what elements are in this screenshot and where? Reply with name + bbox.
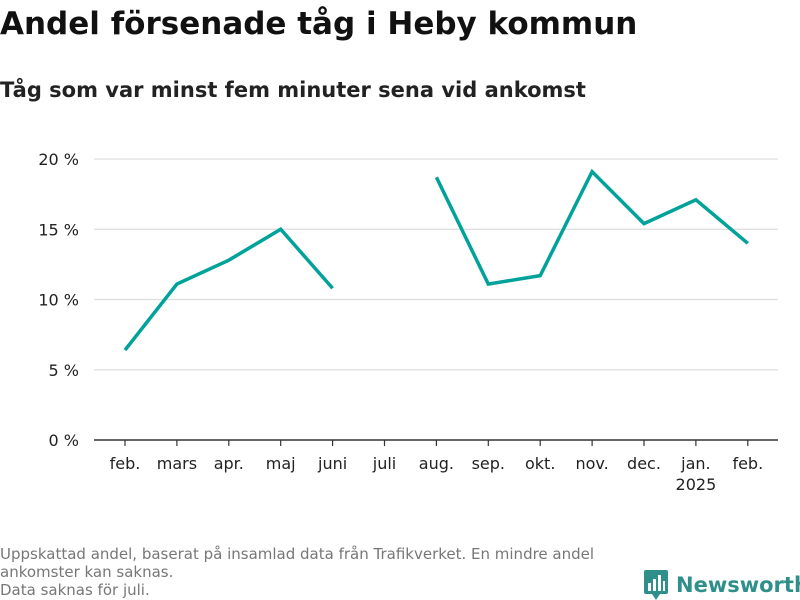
brand-name: Newsworthy <box>676 573 800 597</box>
footnote: Uppskattad andel, baserat på insamlad da… <box>0 545 640 599</box>
x-tick-sublabel: 2025 <box>676 475 717 494</box>
x-tick-label: mars <box>157 454 197 473</box>
footnote-line-missing: Data saknas för juli. <box>0 581 150 599</box>
x-tick-label: aug. <box>419 454 454 473</box>
y-tick-label: 10 % <box>38 291 79 310</box>
y-tick-label: 5 % <box>49 361 79 380</box>
x-tick-label: apr. <box>214 454 244 473</box>
y-tick-label: 0 % <box>49 431 79 450</box>
x-tick-label: juni <box>317 454 347 473</box>
x-tick-label: maj <box>266 454 296 473</box>
chart-title: Andel försenade tåg i Heby kommun <box>0 6 638 42</box>
footnote-line-source: Uppskattad andel, baserat på insamlad da… <box>0 545 595 581</box>
x-tick-label: juli <box>372 454 396 473</box>
y-tick-label: 20 % <box>38 150 79 169</box>
series-line-segment <box>434 168 749 286</box>
chart-subtitle: Tåg som var minst fem minuter sena vid a… <box>0 78 586 102</box>
x-tick-label: sep. <box>472 454 505 473</box>
newsworthy-logo-icon <box>644 570 668 600</box>
x-tick-label: jan. <box>680 454 710 473</box>
x-tick-label: feb. <box>110 454 141 473</box>
x-tick-label: feb. <box>732 454 763 473</box>
x-tick-label: dec. <box>627 454 661 473</box>
series-line-segment <box>123 227 334 352</box>
x-tick-label: okt. <box>525 454 555 473</box>
newsworthy-logo: Newsworthy <box>644 570 800 600</box>
x-tick-label: nov. <box>575 454 608 473</box>
line-chart: 0 % 5 % 10 % 15 % 20 % feb. mars apr. maj juni jul… <box>38 150 778 494</box>
y-tick-label: 15 % <box>38 220 79 239</box>
